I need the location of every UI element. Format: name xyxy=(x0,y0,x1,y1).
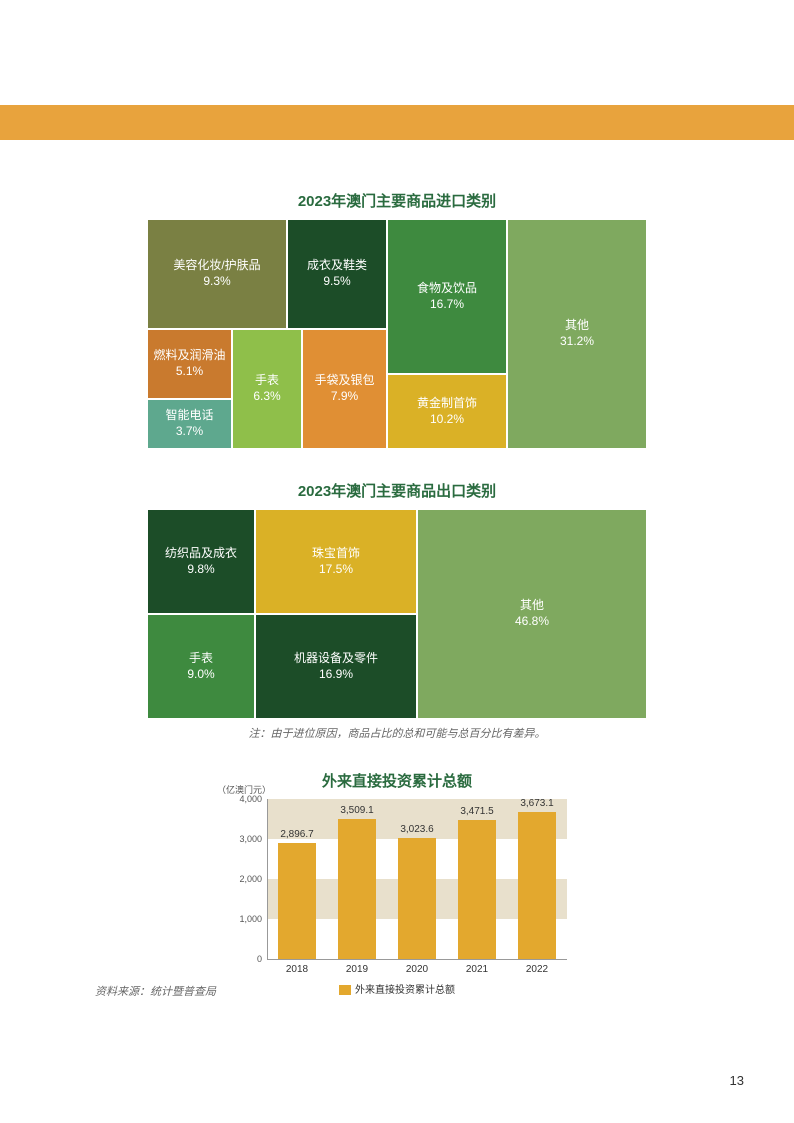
bar-value-label: 3,673.1 xyxy=(512,798,562,809)
treemap-block: 其他31.2% xyxy=(507,219,647,449)
treemap-block: 珠宝首饰17.5% xyxy=(255,509,417,614)
fdi-bar xyxy=(518,812,556,959)
y-tick-label: 4,000 xyxy=(227,794,262,804)
fdi-bar xyxy=(338,819,376,959)
fdi-legend: 外来直接投资累计总额 xyxy=(227,981,567,996)
fdi-bar xyxy=(458,820,496,959)
x-tick-label: 2021 xyxy=(458,964,496,975)
x-tick-label: 2020 xyxy=(398,964,436,975)
exports-title: 2023年澳门主要商品出口类别 xyxy=(0,480,794,501)
page-number: 13 xyxy=(730,1073,744,1088)
treemap-block: 手表6.3% xyxy=(232,329,302,449)
fdi-title: 外来直接投资累计总额 xyxy=(0,770,794,791)
treemap-block: 手袋及银包7.9% xyxy=(302,329,387,449)
fdi-bar xyxy=(278,843,316,959)
exports-treemap: 纺织品及成衣9.8%珠宝首饰17.5%手表9.0%机器设备及零件16.9%其他4… xyxy=(147,509,647,719)
treemap-block: 其他46.8% xyxy=(417,509,647,719)
x-tick-label: 2018 xyxy=(278,964,316,975)
legend-swatch xyxy=(339,985,351,995)
treemap-block: 智能电话3.7% xyxy=(147,399,232,449)
source-text: 资料来源：统计暨普查局 xyxy=(95,983,216,999)
y-tick-label: 1,000 xyxy=(227,914,262,924)
treemap-block: 手表9.0% xyxy=(147,614,255,719)
x-tick-label: 2022 xyxy=(518,964,556,975)
y-tick-label: 0 xyxy=(227,954,262,964)
fdi-bar xyxy=(398,838,436,959)
treemap-block: 燃料及润滑油5.1% xyxy=(147,329,232,399)
treemap-block: 食物及饮品16.7% xyxy=(387,219,507,374)
header-band xyxy=(0,105,794,140)
y-tick-label: 3,000 xyxy=(227,834,262,844)
treemap-block: 美容化妆/护肤品9.3% xyxy=(147,219,287,329)
treemap-block: 纺织品及成衣9.8% xyxy=(147,509,255,614)
bar-value-label: 3,509.1 xyxy=(332,805,382,816)
y-tick-label: 2,000 xyxy=(227,874,262,884)
treemap-block: 成衣及鞋类9.5% xyxy=(287,219,387,329)
fdi-legend-label: 外来直接投资累计总额 xyxy=(355,985,455,996)
imports-treemap: 美容化妆/护肤品9.3%成衣及鞋类9.5%食物及饮品16.7%其他31.2% 燃料… xyxy=(147,219,647,449)
bar-value-label: 3,471.5 xyxy=(452,806,502,817)
bar-value-label: 2,896.7 xyxy=(272,829,322,840)
fdi-chart: （亿澳门元） 2,896.720183,509.120193,023.62020… xyxy=(227,799,567,996)
x-tick-label: 2019 xyxy=(338,964,376,975)
exports-note: 注：由于进位原因，商品占比的总和可能与总百分比有差异。 xyxy=(0,725,794,741)
treemap-block: 黄金制首饰10.2% xyxy=(387,374,507,449)
treemap-block: 机器设备及零件16.9% xyxy=(255,614,417,719)
imports-title: 2023年澳门主要商品进口类别 xyxy=(0,190,794,211)
bar-value-label: 3,023.6 xyxy=(392,824,442,835)
